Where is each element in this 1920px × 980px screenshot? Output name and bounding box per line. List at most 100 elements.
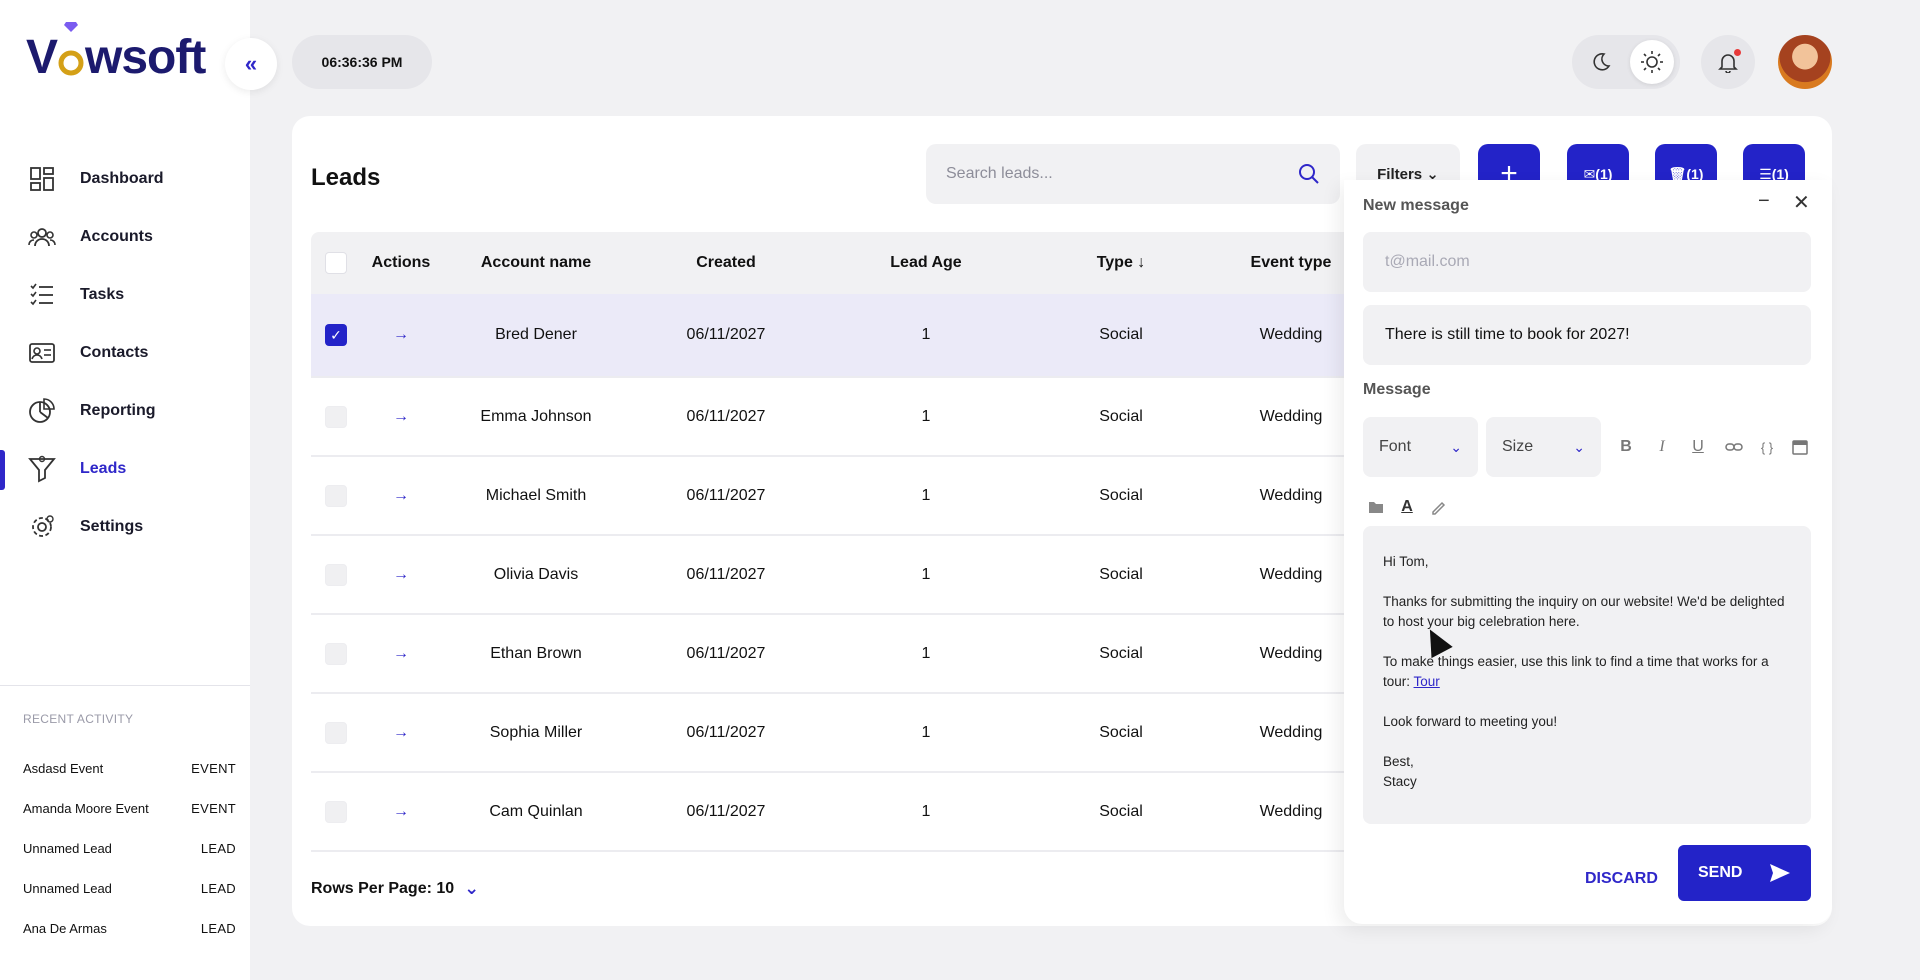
cell-lead-age: 1: [921, 565, 931, 583]
code-icon[interactable]: { }: [1760, 439, 1774, 455]
theme-toggle[interactable]: [1572, 35, 1680, 89]
tasks-icon: [30, 283, 53, 306]
cell-type: Social: [1099, 326, 1143, 343]
notification-dot: [1734, 49, 1741, 56]
italic-icon[interactable]: I: [1659, 438, 1665, 455]
cell-lead-age: 1: [921, 326, 931, 343]
col-lead-age[interactable]: Lead Age: [890, 254, 962, 271]
open-lead-arrow[interactable]: →: [393, 407, 409, 425]
link-icon[interactable]: [1722, 435, 1746, 459]
composer-title: New message: [1363, 197, 1469, 214]
cell-lead-age: 1: [921, 723, 931, 741]
row-checkbox[interactable]: [325, 405, 347, 428]
cell-created: 06/11/2027: [686, 326, 766, 343]
recent-item-name: Unnamed Lead: [23, 880, 112, 896]
col-event-type[interactable]: Event type: [1250, 254, 1332, 271]
table-row[interactable]: ✓ → Bred Dener 06/11/2027 1 Social Weddi…: [311, 294, 1371, 378]
font-select[interactable]: Font ⌄: [1363, 417, 1478, 477]
nav-item-leads[interactable]: Leads: [0, 440, 250, 498]
recent-activity-item[interactable]: Ana De Armas LEAD: [23, 908, 236, 948]
open-lead-arrow[interactable]: →: [393, 326, 409, 343]
sort-icon: ☰: [1759, 165, 1772, 182]
recent-activity-item[interactable]: Unnamed Lead LEAD: [23, 828, 236, 868]
table-row[interactable]: → Cam Quinlan 06/11/2027 1 Social Weddin…: [311, 773, 1371, 852]
open-lead-arrow[interactable]: →: [393, 723, 409, 741]
nav-item-settings[interactable]: Settings: [0, 498, 250, 556]
row-checkbox[interactable]: [325, 563, 347, 586]
message-body[interactable]: Hi Tom, Thanks for submitting the inquir…: [1363, 526, 1811, 824]
row-checkbox[interactable]: [325, 484, 347, 507]
folder-icon[interactable]: [1364, 495, 1388, 519]
search-icon[interactable]: [1298, 163, 1320, 185]
nav-item-contacts[interactable]: Contacts: [0, 324, 250, 382]
discard-button[interactable]: DISCARD: [1585, 870, 1658, 887]
size-select[interactable]: Size ⌄: [1486, 417, 1601, 477]
email-count: (1): [1595, 166, 1613, 182]
accounts-icon: [28, 228, 56, 247]
moon-icon[interactable]: [1586, 47, 1616, 77]
col-created[interactable]: Created: [696, 254, 756, 271]
contacts-icon: [29, 343, 55, 363]
table-row[interactable]: → Sophia Miller 06/11/2027 1 Social Wedd…: [311, 694, 1371, 773]
sidebar-divider: [0, 685, 250, 686]
chevron-down-icon: ⌄: [464, 878, 480, 898]
cell-created: 06/11/2027: [686, 802, 766, 820]
table-row[interactable]: → Emma Johnson 06/11/2027 1 Social Weddi…: [311, 378, 1371, 457]
select-all-checkbox[interactable]: [325, 252, 347, 274]
calendar-icon[interactable]: [1788, 435, 1812, 459]
collapse-sidebar-button[interactable]: «: [225, 38, 277, 90]
notifications-button[interactable]: [1701, 35, 1755, 89]
cell-created: 06/11/2027: [686, 565, 766, 583]
size-select-label: Size: [1502, 438, 1534, 455]
open-lead-arrow[interactable]: →: [393, 802, 409, 820]
cell-account-name: Emma Johnson: [480, 407, 592, 425]
highlight-icon[interactable]: [1426, 495, 1450, 519]
cell-lead-age: 1: [921, 407, 931, 425]
rows-per-page-select[interactable]: Rows Per Page: 10 ⌄: [311, 878, 479, 899]
nav-label: Accounts: [80, 228, 153, 245]
nav-label: Dashboard: [80, 170, 164, 187]
close-icon[interactable]: ✕: [1793, 192, 1810, 214]
underline-icon[interactable]: U: [1692, 438, 1704, 455]
table-row[interactable]: → Ethan Brown 06/11/2027 1 Social Weddin…: [311, 615, 1371, 694]
table-row[interactable]: → Michael Smith 06/11/2027 1 Social Wedd…: [311, 457, 1371, 536]
logo-ring-o: [57, 22, 85, 85]
settings-icon: [32, 515, 54, 537]
cell-lead-age: 1: [921, 486, 931, 504]
open-lead-arrow[interactable]: →: [393, 486, 409, 504]
bold-icon[interactable]: B: [1620, 438, 1632, 455]
open-lead-arrow[interactable]: →: [393, 644, 409, 662]
ring-icon: [58, 50, 84, 76]
subject-input[interactable]: [1385, 326, 1789, 344]
row-checkbox[interactable]: [325, 800, 347, 823]
nav-item-accounts[interactable]: Accounts: [0, 208, 250, 266]
send-button[interactable]: SEND: [1678, 845, 1811, 901]
dashboard-icon: [30, 167, 54, 191]
col-account-name[interactable]: Account name: [480, 254, 592, 271]
text-color-icon[interactable]: A: [1401, 498, 1413, 515]
minimize-icon[interactable]: −: [1758, 190, 1770, 212]
recipient-input[interactable]: [1385, 253, 1789, 271]
recent-activity-list: Asdasd Event EVENT Amanda Moore Event EVEN…: [23, 748, 236, 948]
recent-activity-item[interactable]: Amanda Moore Event EVENT: [23, 788, 236, 828]
nav-item-reporting[interactable]: Reporting: [0, 382, 250, 440]
open-lead-arrow[interactable]: →: [393, 565, 409, 583]
tour-link[interactable]: Tour: [1413, 674, 1440, 689]
row-checkbox[interactable]: [325, 642, 347, 665]
reporting-icon: [29, 398, 55, 423]
recent-activity-item[interactable]: Unnamed Lead LEAD: [23, 868, 236, 908]
table-row[interactable]: → Olivia Davis 06/11/2027 1 Social Weddi…: [311, 536, 1371, 615]
search-input[interactable]: [946, 165, 1298, 183]
row-select-cell: [311, 484, 361, 507]
user-avatar[interactable]: [1778, 35, 1832, 89]
col-type[interactable]: Type ↓: [1096, 254, 1146, 271]
recent-activity-item[interactable]: Asdasd Event EVENT: [23, 748, 236, 788]
nav-item-dashboard[interactable]: Dashboard: [0, 150, 250, 208]
row-checkbox[interactable]: [325, 721, 347, 744]
sun-icon[interactable]: [1630, 40, 1674, 84]
cell-created: 06/11/2027: [686, 486, 766, 504]
row-checkbox[interactable]: ✓: [325, 324, 347, 346]
nav-item-tasks[interactable]: Tasks: [0, 266, 250, 324]
